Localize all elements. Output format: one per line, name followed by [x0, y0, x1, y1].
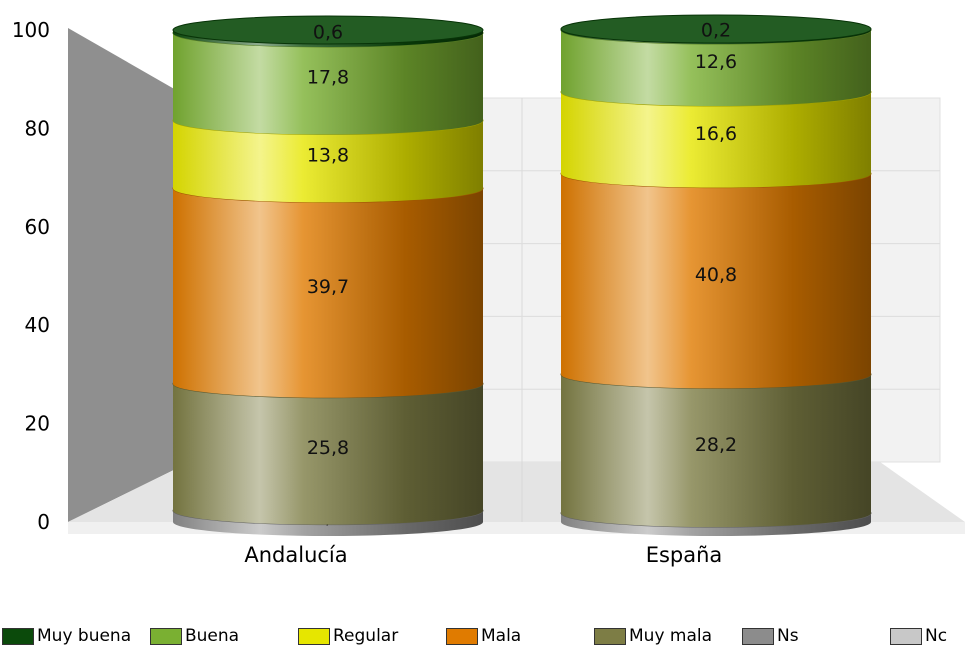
y-tick-label: 100 [12, 18, 50, 42]
legend-item: Muy buena [2, 624, 131, 648]
bar-segment [173, 120, 483, 203]
x-tick-label: España [646, 543, 723, 567]
legend-swatch [446, 627, 478, 645]
legend-item: Nc [890, 624, 947, 648]
data-label: 12,6 [695, 51, 737, 73]
bar-segment [561, 374, 871, 528]
legend-swatch [150, 627, 182, 645]
bar-segment [173, 510, 483, 536]
legend-swatch [2, 627, 34, 645]
y-tick-label: 80 [25, 116, 50, 140]
bar-segment [561, 91, 871, 188]
legend-item: Regular [298, 624, 398, 648]
legend-label: Nc [925, 626, 948, 646]
legend-swatch [594, 627, 626, 645]
y-axis: 0 20 40 60 80 100 [12, 18, 50, 534]
legend-swatch [298, 627, 330, 645]
data-label: 13,8 [307, 144, 349, 166]
legend-swatch [890, 627, 922, 645]
left-wall [68, 28, 190, 522]
data-label: 25,8 [307, 437, 349, 459]
data-label: 0,6 [313, 21, 343, 43]
bar-segment-top [560, 14, 872, 44]
legend-label: Ns [777, 626, 799, 646]
y-tick-label: 20 [25, 412, 50, 436]
data-label: 28,2 [695, 434, 737, 456]
bar-segment [561, 30, 871, 106]
legend-item: Muy mala [594, 624, 712, 648]
legend-item: Buena [150, 624, 239, 648]
legend-item: Mala [446, 624, 521, 648]
bar-segment [173, 188, 483, 398]
data-label: 40,8 [695, 264, 737, 286]
bar-segment [561, 173, 871, 389]
bars: 2,325,839,713,817,80,61,828,240,816,612,… [172, 14, 872, 536]
data-label: 0,2 [701, 20, 731, 42]
legend-label: Mala [481, 626, 522, 646]
cylinder-1: 1,828,240,816,612,60,2 [560, 14, 872, 536]
y-tick-label: 0 [37, 510, 50, 534]
data-label: 17,8 [307, 67, 349, 89]
bar-segment [561, 513, 871, 536]
legend-label: Buena [185, 626, 240, 646]
cylinder-0: 2,325,839,713,817,80,6 [172, 15, 484, 536]
data-label: 16,6 [695, 123, 737, 145]
y-tick-label: 60 [25, 215, 50, 239]
legend-label: Muy mala [629, 626, 713, 646]
data-label: 39,7 [307, 276, 349, 298]
legend: Muy buena Buena Regular Mala Muy mala Ns Nc [0, 624, 965, 648]
bar-segment [173, 32, 483, 135]
bar-segment-top [172, 15, 484, 45]
x-tick-label: Andalucía [244, 543, 347, 567]
legend-label: Regular [333, 626, 399, 646]
legend-item: Ns [742, 624, 799, 648]
legend-label: Muy buena [37, 626, 132, 646]
bar-segment [173, 383, 483, 525]
y-tick-label: 40 [25, 313, 50, 337]
legend-swatch [742, 627, 774, 645]
x-axis: Andalucía España [244, 543, 722, 567]
bar-segment [173, 30, 483, 47]
